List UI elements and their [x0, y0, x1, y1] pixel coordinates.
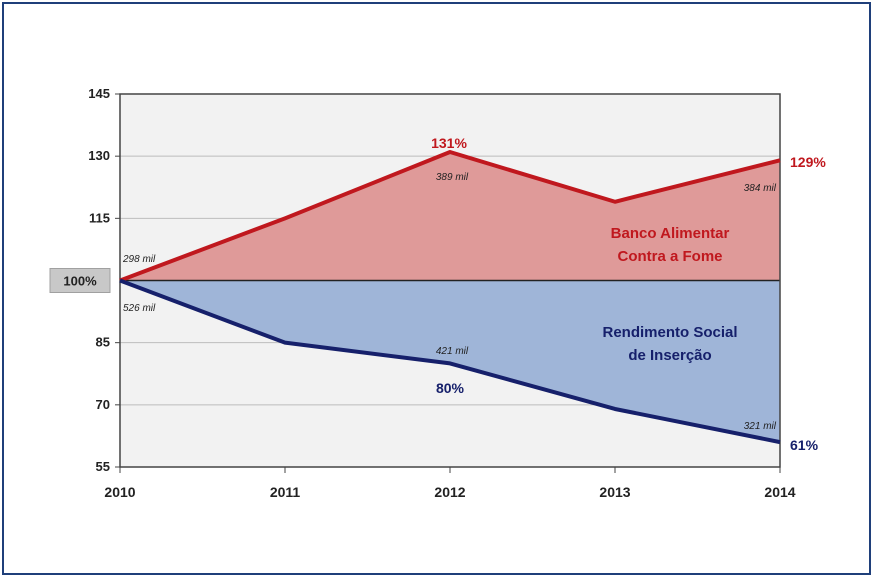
x-tick-label: 2010	[104, 484, 135, 500]
point-label: 526 mil	[123, 303, 156, 314]
baseline-label: 100%	[63, 274, 97, 289]
area-banco-alimentar	[120, 152, 780, 281]
x-tick-label: 2012	[434, 484, 465, 500]
baseline-label-box	[49, 268, 111, 293]
y-tick-label: 145	[88, 86, 110, 101]
point-label: 321 mil	[744, 421, 777, 432]
point-label-percent: 61%	[790, 437, 819, 453]
area-rendimento-social	[120, 280, 780, 443]
series-line-rendimento-social	[119, 278, 781, 445]
point-label: 389 mil	[436, 172, 469, 183]
point-label-percent: 80%	[436, 380, 465, 396]
series-line-banco-alimentar	[119, 150, 781, 283]
region-label-banco-alimentar: Banco Alimentar	[611, 225, 730, 242]
y-tick-label: 85	[96, 335, 110, 350]
region-label-rendimento-social: Rendimento Social	[602, 324, 737, 341]
x-tick-label: 2014	[764, 484, 795, 500]
point-label-percent: 129%	[790, 154, 826, 170]
y-tick-label: 130	[88, 148, 110, 163]
point-label-percent: 131%	[431, 135, 467, 151]
point-label: 421 mil	[436, 346, 469, 357]
point-label: 384 mil	[744, 183, 777, 194]
x-tick-label: 2011	[270, 484, 301, 500]
y-tick-label: 115	[89, 210, 110, 225]
region-label-banco-alimentar: Contra a Fome	[617, 248, 722, 265]
y-tick-label: 70	[96, 397, 110, 412]
x-tick-label: 2013	[599, 484, 630, 500]
y-tick-label: 55	[96, 459, 110, 474]
region-label-rendimento-social: de Inserção	[628, 347, 711, 364]
area-chart: 55 70 85 115 130 145 100% 2010 2011 2012 2013 2014 2…	[49, 86, 826, 500]
point-label: 298 mil	[122, 254, 156, 265]
